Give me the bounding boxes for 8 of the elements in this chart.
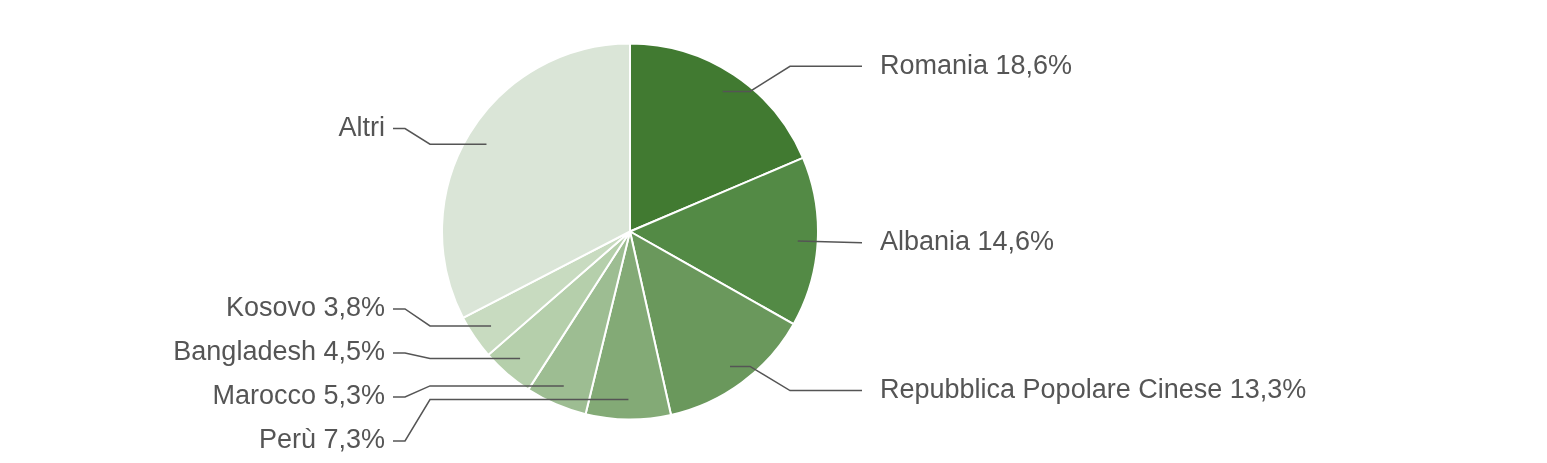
slice-label: Albania 14,6%	[880, 226, 1055, 257]
slice-label: Perù 7,3%	[258, 424, 385, 455]
slice-label: Altri	[338, 112, 385, 143]
slice-label: Romania 18,6%	[880, 49, 1073, 80]
slice-label: Kosovo 3,8%	[225, 292, 385, 323]
slice-label: Repubblica Popolare Cinese 13,3%	[880, 374, 1307, 405]
slice-label: Bangladesh 4,5%	[173, 336, 385, 367]
slice-label: Marocco 5,3%	[212, 380, 385, 411]
